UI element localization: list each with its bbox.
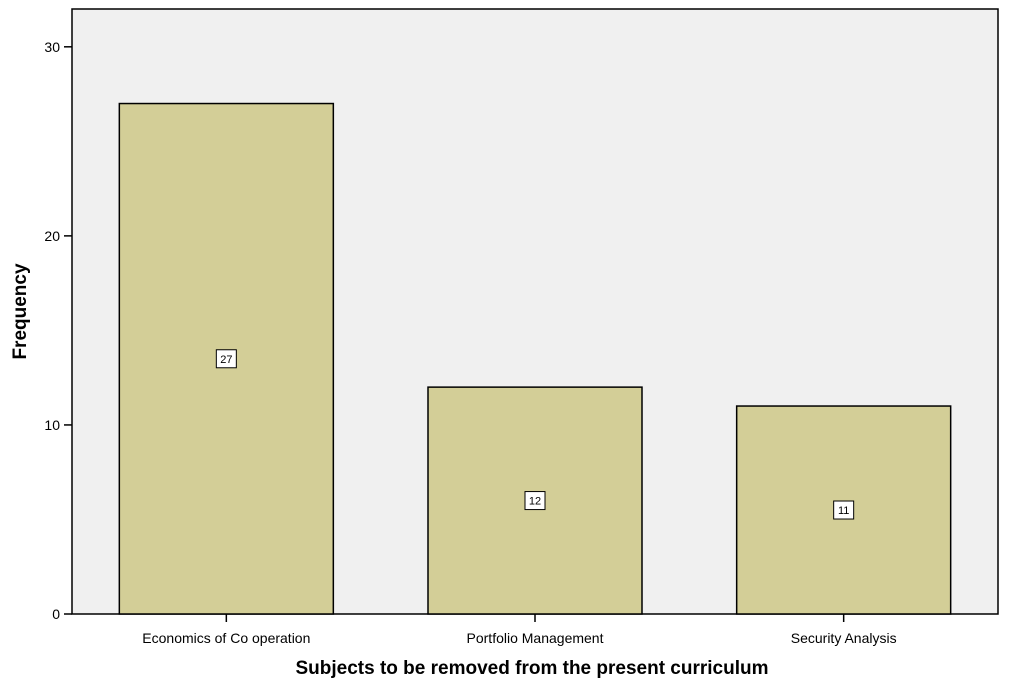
data-label-box-1 — [215, 349, 237, 369]
y-axis-title: Frequency — [10, 263, 31, 360]
y-tick-label-10: 10 — [44, 417, 60, 433]
data-label-2: 12 — [529, 496, 541, 508]
data-label-3: 11 — [838, 505, 849, 517]
x-tick-label-3: Security Analysis — [791, 630, 897, 646]
data-label-1: 27 — [220, 354, 232, 366]
x-axis-title: Subjects to be removed from the present … — [296, 658, 769, 679]
bars-group: 27 12 11 — [118, 102, 952, 615]
y-axis: 0 10 20 30 — [44, 39, 72, 622]
x-tick-label-2: Portfolio Management — [467, 630, 604, 646]
y-tick-label-20: 20 — [44, 228, 60, 244]
y-tick-label-30: 30 — [44, 39, 60, 55]
x-tick-label-1: Economics of Co operation — [142, 630, 310, 646]
x-axis: Economics of Co operation Portfolio Manag… — [142, 614, 897, 646]
y-tick-label-0: 0 — [52, 606, 60, 622]
data-label-box-3 — [833, 500, 855, 520]
data-label-box-2 — [524, 491, 546, 511]
